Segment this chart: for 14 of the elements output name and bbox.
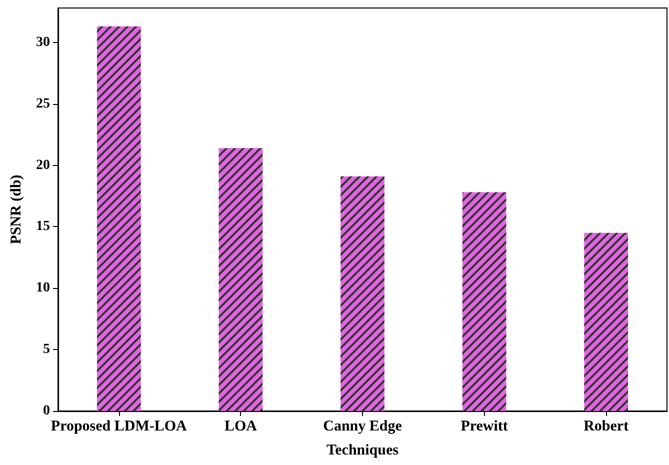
y-axis-title: PSNR (db) bbox=[8, 174, 24, 244]
x-axis-title: Techniques bbox=[326, 442, 399, 458]
y-tick-label: 30 bbox=[36, 34, 50, 50]
x-tick-label: Canny Edge bbox=[323, 418, 402, 434]
y-tick-label: 0 bbox=[43, 404, 50, 418]
y-tick-label: 20 bbox=[36, 158, 50, 173]
y-tick-label: 10 bbox=[36, 280, 50, 296]
x-tick-label: LOA bbox=[224, 418, 258, 434]
x-tick-label: Robert bbox=[584, 418, 629, 434]
y-tick-label: 5 bbox=[43, 342, 50, 358]
x-tick-label: Proposed LDM-LOA bbox=[50, 418, 188, 434]
y-tick-label: 25 bbox=[36, 96, 50, 112]
y-tick-label: 15 bbox=[36, 219, 50, 234]
x-tick-label: Prewitt bbox=[460, 418, 508, 434]
